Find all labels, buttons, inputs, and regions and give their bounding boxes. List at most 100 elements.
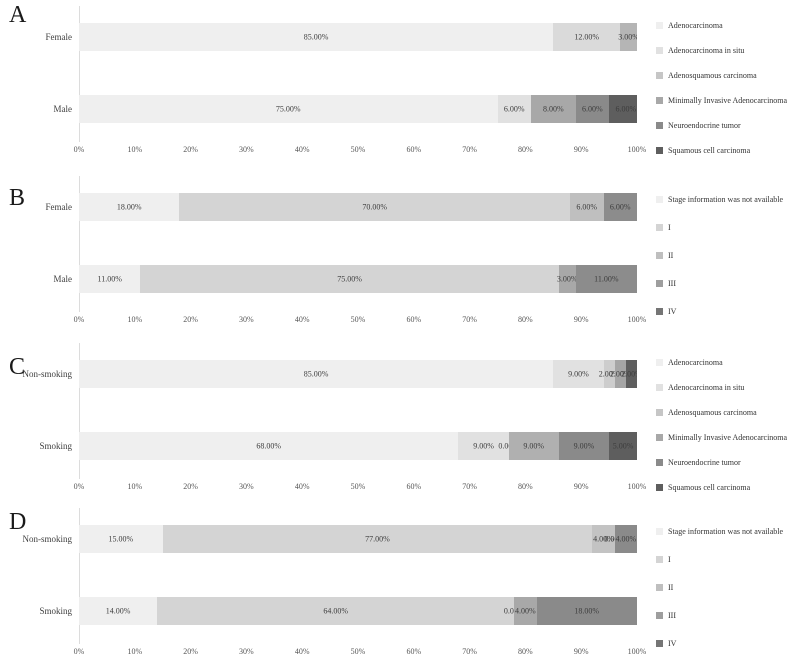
legend-swatch-icon: [656, 223, 663, 231]
segment-value-label: 8.00%: [542, 104, 564, 114]
legend-label: Stage information was not available: [668, 526, 784, 536]
legend-item-squamous-cell-carcinoma: Squamous cell carcinoma: [656, 482, 787, 492]
bar-segment-adenocarcinoma-in-situ: 12.00%: [553, 23, 621, 51]
legend-swatch-icon: [656, 195, 663, 203]
plot-area-B: Female 18.00% 70.00% 6.00% 6.00% Male 11.00% 75…: [46, 170, 646, 337]
group-label-smoking: Smoking: [39, 606, 72, 616]
group-label-smoking: Smoking: [39, 441, 72, 451]
x-tick-10: 10%: [127, 315, 143, 324]
x-tick-80: 80%: [518, 145, 533, 154]
segment-value-label: 18.00%: [116, 202, 142, 212]
panel-B: B Female 18.00% 70.00% 6.00% 6.00% Male 11.00% 7…: [0, 170, 793, 337]
legend-swatch-icon: [656, 433, 663, 441]
x-tick-90: 90%: [573, 145, 589, 154]
legend-label: Minimally Invasive Adenocarcinoma: [668, 95, 788, 105]
segment-value-label: 75.00%: [275, 104, 301, 114]
x-tick-40: 40%: [294, 482, 310, 491]
x-tick-70: 70%: [462, 482, 477, 491]
legend-item-squamous-cell-carcinoma: Squamous cell carcinoma: [656, 145, 787, 155]
legend-item-ii: II: [656, 582, 783, 592]
legend-label: II: [668, 582, 674, 592]
legend-B: Stage information was not available I II II…: [656, 194, 783, 316]
x-tick-40: 40%: [294, 145, 310, 154]
legend-label: I: [668, 554, 671, 564]
legend-item-adenocarcinoma-in-situ: Adenocarcinoma in situ: [656, 382, 787, 392]
stacked-bar-male: 11.00% 75.00% 3.00% 11.00%: [79, 265, 637, 293]
bar-segment-iii: 3.00%: [556, 265, 578, 293]
x-tick-30: 30%: [239, 315, 254, 324]
bar-row-male: Male 11.00% 75.00% 3.00% 11.00%: [54, 265, 637, 293]
segment-value-label: 11.00%: [97, 274, 122, 284]
segment-value-label: 6.00%: [576, 202, 598, 212]
segment-value-label: 85.00%: [303, 32, 329, 42]
legend-label: Minimally Invasive Adenocarcinoma: [668, 432, 788, 442]
bar-segment-stage-information-was-not-available: 18.00%: [79, 193, 180, 221]
panel-letter-B: B: [9, 185, 26, 211]
legend-label: III: [668, 610, 676, 620]
x-tick-100: 100%: [627, 145, 647, 154]
group-label-male: Male: [53, 104, 73, 114]
bar-row-male: Male 75.00% 6.00% 8.00% 6.00% 6.00%: [54, 95, 637, 123]
segment-value-label: 68.00%: [256, 441, 282, 451]
legend-swatch-icon: [656, 483, 663, 491]
bar-segment-squamous-cell-carcinoma: 5.00%: [609, 432, 637, 460]
legend-swatch-icon: [656, 251, 663, 259]
bar-segment-i: 64.00%: [157, 597, 515, 625]
legend-label: II: [668, 250, 674, 260]
segment-value-label: 4.00%: [515, 606, 536, 616]
bar-segment-adenosquamous-carcinoma: 3.00%: [618, 23, 637, 51]
bar-segment-i: 75.00%: [140, 265, 559, 293]
x-tick-70: 70%: [462, 145, 477, 154]
segment-value-label: 12.00%: [574, 32, 600, 42]
segment-value-label: 77.00%: [365, 534, 390, 544]
y-axis-line: [79, 508, 80, 644]
panel-A: A Female 85.00% 12.00% 3.00% Male 75.00% 6.00% 8…: [0, 0, 793, 170]
y-axis-line: [79, 343, 80, 479]
segment-value-label: 3.00%: [556, 274, 578, 284]
x-tick-10: 10%: [127, 647, 143, 656]
legend-item-ii: II: [656, 250, 783, 260]
legend-A: Adenocarcinoma Adenocarcinoma in situ Aden…: [656, 20, 787, 155]
x-tick-50: 50%: [350, 482, 366, 491]
x-tick-30: 30%: [239, 145, 254, 154]
stacked-bar-smoking: 68.00%9.00%0.00%9.00%9.00%5.00%: [79, 432, 637, 460]
bar-segment-iv: 18.00%: [536, 597, 637, 625]
legend-item-minimally-invasive-adenocarcinoma: Minimally Invasive Adenocarcinoma: [656, 432, 787, 442]
segment-value-label: 9.00%: [473, 441, 494, 451]
bar-segment-adenocarcinoma: 75.00%: [79, 95, 498, 123]
segment-value-label: 2.00%: [621, 369, 637, 379]
x-tick-20: 20%: [183, 482, 198, 491]
legend-label: I: [668, 222, 671, 232]
x-tick-80: 80%: [518, 315, 533, 324]
x-tick-90: 90%: [573, 315, 589, 324]
segment-value-label: 6.00%: [582, 104, 603, 114]
segment-value-label: 2.00%: [598, 369, 620, 379]
x-tick-0: 0%: [73, 145, 85, 154]
legend-label: Adenosquamous carcinoma: [668, 70, 757, 80]
bar-segment-iv: 11.00%: [575, 265, 637, 293]
x-tick-0: 0%: [73, 482, 85, 491]
legend-label: IV: [668, 306, 677, 316]
legend-item-adenocarcinoma: Adenocarcinoma: [656, 20, 787, 30]
bar-segment-iv: 4.00%: [614, 525, 637, 553]
group-label-non-smoking: Non-smoking: [22, 534, 73, 544]
x-tick-0: 0%: [73, 647, 85, 656]
legend-item-adenosquamous-carcinoma: Adenosquamous carcinoma: [656, 70, 787, 80]
x-tick-60: 60%: [406, 315, 422, 324]
bar-segment-adenocarcinoma: 85.00%: [79, 360, 554, 388]
stacked-bar-female: 85.00% 12.00% 3.00%: [79, 23, 637, 51]
legend-swatch-icon: [656, 121, 663, 129]
group-label-female: Female: [45, 32, 73, 42]
legend-item-minimally-invasive-adenocarcinoma: Minimally Invasive Adenocarcinoma: [656, 95, 787, 105]
segment-value-label: 9.00%: [568, 369, 589, 379]
legend-item-adenosquamous-carcinoma: Adenosquamous carcinoma: [656, 407, 787, 417]
legend-swatch-icon: [656, 583, 663, 591]
bar-segment-ii: 4.00%: [592, 525, 615, 553]
x-tick-50: 50%: [350, 145, 366, 154]
x-axis: 0% 10% 20% 30% 40% 50% 60% 70% 80% 90% 100%: [74, 647, 647, 659]
legend-item-i: I: [656, 554, 783, 564]
stacked-bar-non-smoking: 15.00%77.00%4.00%0.00%4.00%: [79, 525, 637, 553]
